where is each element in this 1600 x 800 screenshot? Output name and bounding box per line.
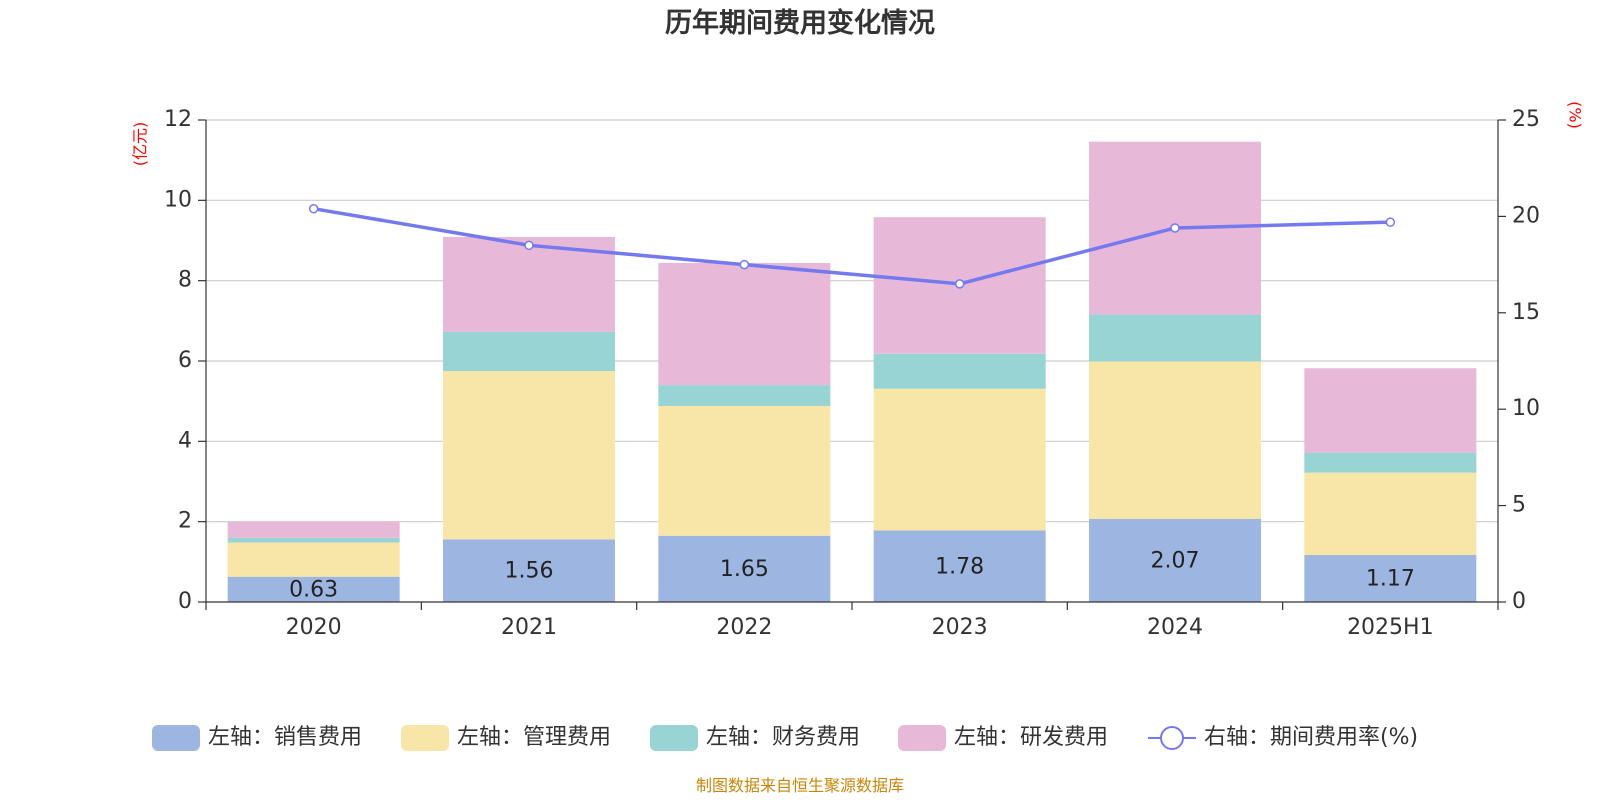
legend-label: 右轴：期间费用率(%): [1204, 725, 1418, 750]
chart-title: 历年期间费用变化情况: [665, 7, 935, 39]
bar-segment: [1089, 314, 1261, 362]
rate-line-layer: [308, 203, 1396, 289]
bar-segment: [443, 236, 615, 332]
legend-label: 左轴：财务费用: [706, 725, 860, 750]
legend: 左轴：销售费用 左轴：管理费用 左轴：财务费用 左轴：研发费用 右轴：期间费用率(%): [152, 725, 1418, 751]
bar-layer: 0.63 1.56 1.65 1.78 2.07 1.17: [227, 141, 1477, 602]
legend-swatch: [152, 725, 200, 751]
bar-segment: [873, 530, 1046, 602]
right-axis-tick-label: 5: [1512, 493, 1526, 518]
bar-segment: [443, 371, 615, 540]
x-axis-tick-label: 2023: [932, 615, 988, 640]
bar-segment: [443, 539, 615, 602]
left-axis-tick-label: 10: [164, 187, 192, 212]
right-axis-tick-label: 10: [1512, 396, 1540, 421]
data-source-note: 制图数据来自恒生聚源数据库: [696, 776, 904, 795]
bar-segment: [443, 331, 615, 372]
bar-segment: [658, 262, 831, 386]
left-axis-tick-label: 0: [178, 589, 192, 614]
bar-segment: [227, 576, 400, 602]
legend-swatch: [898, 725, 946, 751]
left-axis-tick-label: 6: [178, 348, 192, 373]
bar-data-label: 1.65: [720, 557, 769, 582]
rate-point: [308, 203, 319, 214]
bar-data-label: 2.07: [1151, 548, 1200, 573]
x-axis-tick-label: 2025H1: [1347, 615, 1434, 640]
bar-segment: [873, 388, 1046, 531]
bar-segment: [1089, 518, 1261, 602]
bar-segment: [658, 385, 831, 406]
rate-line: [313, 206, 1391, 286]
x-axis-tick-label: 2022: [716, 615, 772, 640]
left-axis-unit-label: (亿元): [131, 122, 150, 167]
legend-label: 左轴：销售费用: [208, 725, 362, 750]
legend-swatch: [650, 725, 698, 751]
rate-point: [954, 279, 965, 289]
bar-data-label: 1.56: [505, 559, 554, 584]
bar-segment: [1304, 555, 1477, 602]
left-axis-tick-label: 2: [178, 509, 192, 534]
bar-segment: [227, 542, 400, 577]
bar-segment: [227, 521, 400, 538]
bar-segment: [1089, 361, 1261, 519]
legend-marker-swatch: [1160, 726, 1184, 750]
right-axis-tick-label: 25: [1512, 107, 1540, 132]
left-axis-tick-label: 12: [164, 107, 192, 132]
x-axis-tick-label: 2021: [501, 615, 557, 640]
bar-data-label: 1.17: [1366, 567, 1415, 592]
bar-segment: [1304, 472, 1477, 556]
left-axis-tick-label: 8: [178, 268, 192, 293]
right-axis-tick-label: 20: [1512, 203, 1540, 228]
left-axis-tick-label: 4: [178, 428, 192, 453]
legend-label: 左轴：研发费用: [954, 725, 1108, 750]
bar-segment: [1304, 368, 1477, 453]
bar-segment: [658, 535, 831, 602]
right-axis-unit-label: (%): [1566, 101, 1585, 129]
bar-segment: [227, 537, 400, 543]
x-axis-tick-label: 2020: [286, 615, 342, 640]
right-axis-tick-label: 15: [1512, 300, 1540, 325]
axes-layer: 0 2 4 6 8 10 12 0 5 10 15 20 25 2020 2021 2022 2023 2024 2…: [164, 107, 1540, 640]
bar-data-label: 0.63: [289, 577, 338, 602]
rate-point: [1385, 217, 1396, 227]
legend-swatch: [401, 725, 449, 751]
bar-data-label: 1.78: [935, 554, 984, 579]
x-axis-tick-label: 2024: [1147, 615, 1203, 640]
rate-point: [739, 259, 750, 270]
legend-label: 左轴：管理费用: [457, 725, 611, 750]
grid-lines: [206, 119, 1498, 523]
bar-segment: [658, 405, 831, 536]
right-axis-tick-label: 0: [1512, 589, 1526, 614]
rate-point: [1170, 223, 1180, 233]
bar-segment: [873, 353, 1046, 389]
bar-segment: [1304, 452, 1477, 473]
rate-point: [524, 240, 534, 251]
